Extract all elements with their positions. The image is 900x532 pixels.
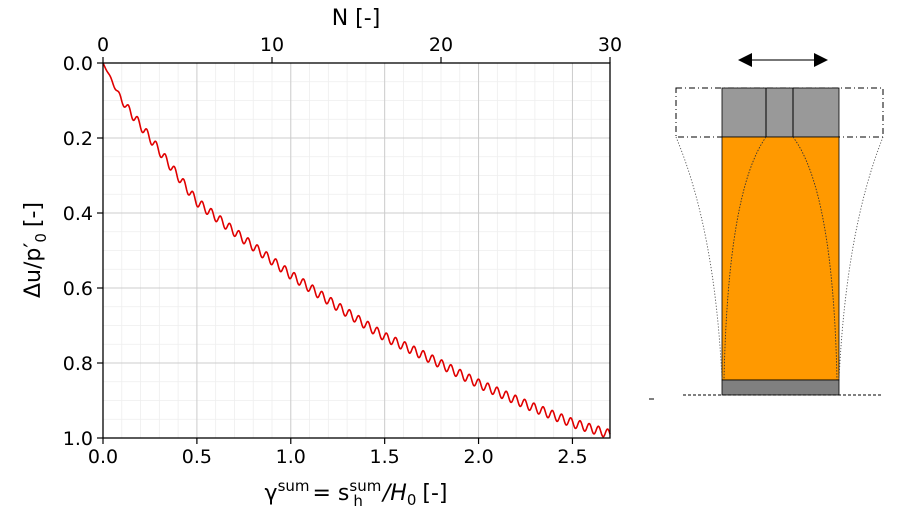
x-axis-ticks: 0.0 0.5 1.0 1.5 2.0 2.5 bbox=[88, 438, 588, 468]
x-tick-label: 1.0 bbox=[276, 446, 306, 468]
schematic-diagram bbox=[649, 53, 884, 400]
inner-curve-right bbox=[792, 136, 838, 381]
y-axis-label: Δu/p′0[-] bbox=[21, 202, 50, 298]
outer-curve-right bbox=[838, 136, 884, 381]
y-tick-label: 1.0 bbox=[63, 428, 93, 450]
minor-grid bbox=[102, 62, 611, 439]
y-tick-label: 0.4 bbox=[63, 203, 93, 225]
top-tick-label: 20 bbox=[429, 34, 453, 56]
y-tick-label: 0.8 bbox=[63, 353, 93, 375]
series-line bbox=[102, 62, 611, 438]
y-tick-label: 0.0 bbox=[63, 53, 93, 75]
x-tick-label: 2.0 bbox=[463, 446, 493, 468]
top-tick-label: 0 bbox=[97, 34, 109, 56]
y-axis-ticks: 0.0 0.2 0.4 0.6 0.8 1.0 bbox=[63, 53, 103, 450]
top-tick-label: 30 bbox=[598, 34, 622, 56]
x-axis-label: γsum = ssum h/H0 [-] bbox=[265, 477, 448, 510]
double-headed-horizontal-arrow bbox=[738, 53, 828, 67]
cap-block bbox=[721, 87, 840, 138]
x-tick-label: 0.0 bbox=[88, 446, 118, 468]
base-block bbox=[721, 379, 840, 396]
soil-body bbox=[721, 136, 840, 381]
x-tick-label: 2.5 bbox=[557, 446, 587, 468]
y-tick-label: 0.2 bbox=[63, 128, 93, 150]
x-tick-label: 1.5 bbox=[370, 446, 400, 468]
outer-curve-left bbox=[675, 136, 723, 381]
y-tick-label: 0.6 bbox=[63, 278, 93, 300]
top-tick-label: 10 bbox=[260, 34, 284, 56]
top-axis-ticks: 0 10 20 30 bbox=[97, 34, 622, 63]
top-axis-label: N [-] bbox=[332, 6, 381, 31]
plot-frame bbox=[102, 62, 611, 439]
x-tick-label: 0.5 bbox=[182, 446, 212, 468]
